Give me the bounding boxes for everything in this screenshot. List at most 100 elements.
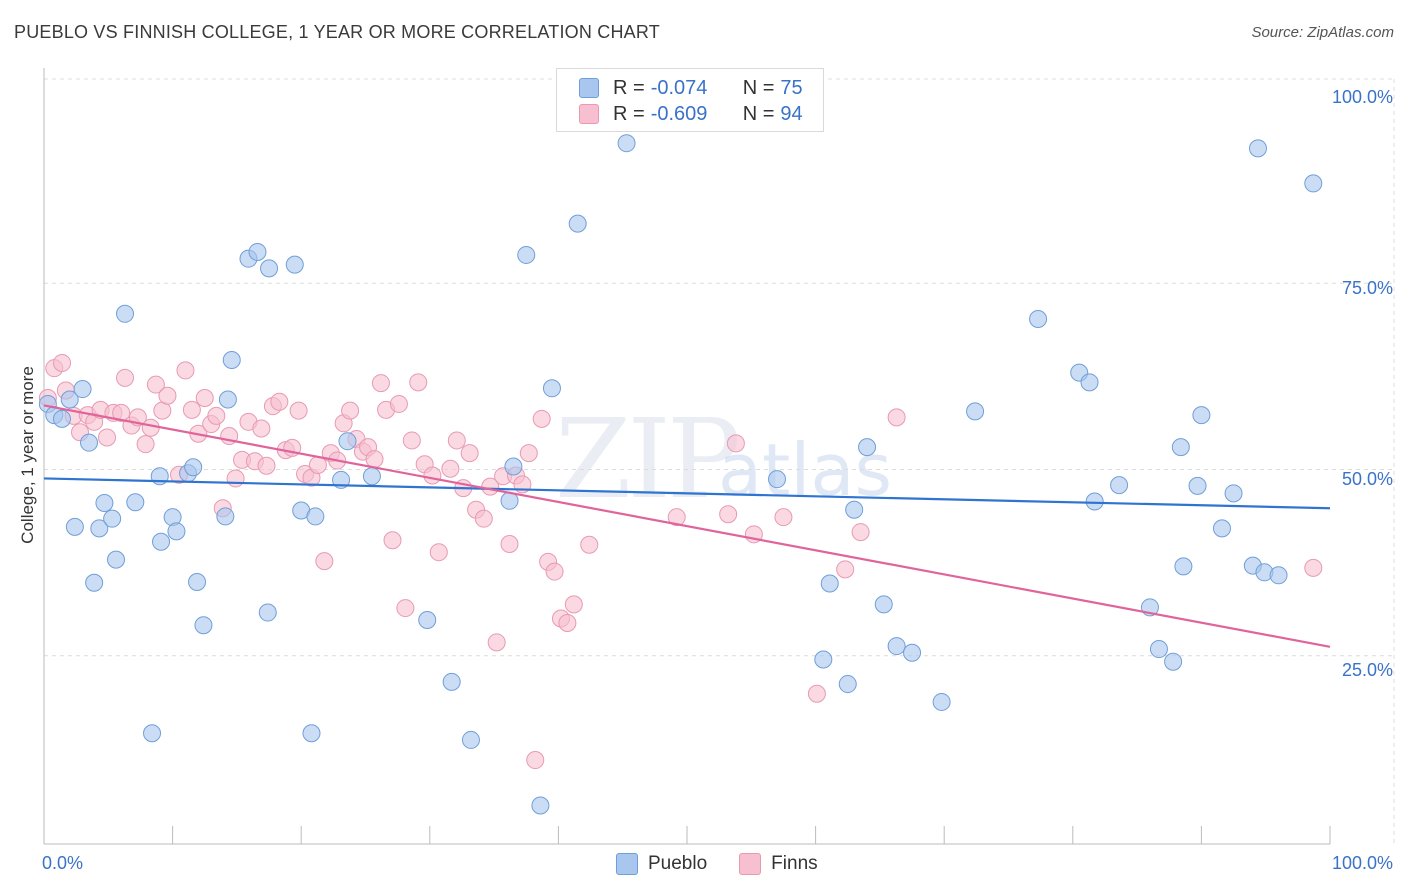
- pueblo-swatch: [579, 78, 599, 98]
- finns-point: [836, 560, 855, 579]
- pueblo-point: [1304, 174, 1323, 193]
- pueblo-point: [542, 379, 561, 398]
- pueblo-point: [80, 433, 99, 452]
- finns-point: [383, 531, 402, 550]
- pueblo-point: [1192, 406, 1211, 425]
- finns-point: [182, 400, 201, 419]
- pueblo-r-value: -0.074: [650, 76, 708, 99]
- series-finns-points: [38, 353, 1323, 770]
- pueblo-point: [617, 134, 636, 153]
- pueblo-point: [461, 730, 480, 749]
- pueblo-point: [90, 519, 109, 538]
- pueblo-point: [820, 574, 839, 593]
- finns-point: [423, 466, 442, 485]
- pueblo-r-label: R =: [613, 76, 645, 99]
- finns-point: [341, 401, 360, 420]
- finns-point: [389, 394, 408, 413]
- pueblo-n-label: N =: [742, 76, 775, 99]
- pueblo-point: [903, 643, 922, 662]
- pueblo-point: [874, 595, 893, 614]
- pueblo-point: [966, 402, 985, 421]
- finns-point: [371, 374, 390, 393]
- pueblo-point: [1248, 139, 1267, 158]
- finns-n-label: N =: [742, 102, 775, 125]
- pueblo-legend-label: Pueblo: [648, 853, 708, 874]
- pueblo-point: [103, 509, 122, 528]
- pueblo-point: [248, 242, 267, 261]
- pueblo-point: [1188, 476, 1207, 495]
- pueblo-point: [1110, 476, 1129, 495]
- pueblo-point: [184, 458, 203, 477]
- finns-point: [1304, 558, 1323, 577]
- finns-point: [315, 552, 334, 571]
- pueblo-point: [1164, 652, 1183, 671]
- pueblo-point: [218, 390, 237, 409]
- finns-point: [851, 523, 870, 542]
- finns-point: [289, 401, 308, 420]
- pueblo-point: [85, 573, 104, 592]
- pueblo-point: [60, 390, 79, 409]
- finns-point: [500, 535, 519, 553]
- finns-point: [176, 361, 195, 380]
- pueblo-point: [517, 245, 536, 264]
- finns-trend-line: [43, 404, 1331, 648]
- legend-item-pueblo: Pueblo: [616, 853, 707, 875]
- finns-point: [270, 392, 289, 411]
- legend-row-pueblo: R = -0.074 N = 75: [579, 74, 803, 102]
- pueblo-point: [1085, 492, 1104, 511]
- finns-swatch: [579, 104, 599, 124]
- legend-row-finns: R = -0.609 N = 94: [579, 100, 803, 128]
- pueblo-point: [143, 724, 162, 743]
- finns-point: [365, 450, 384, 469]
- finns-point: [564, 595, 583, 614]
- pueblo-point: [73, 380, 92, 399]
- finns-point: [146, 375, 165, 394]
- finns-point: [98, 428, 117, 447]
- pueblo-point: [845, 500, 864, 519]
- finns-n-value: 94: [780, 102, 803, 125]
- finns-point: [558, 613, 577, 632]
- chart-title: PUEBLO VS FINNISH COLLEGE, 1 YEAR OR MOR…: [14, 22, 660, 42]
- finns-point: [807, 684, 826, 703]
- pueblo-point: [188, 572, 207, 591]
- finns-point: [580, 535, 599, 554]
- pueblo-point: [1029, 310, 1048, 329]
- pueblo-point: [814, 650, 833, 669]
- finns-point: [402, 431, 421, 450]
- pueblo-point: [1269, 566, 1288, 585]
- pueblo-point: [932, 692, 951, 711]
- finns-point: [207, 406, 226, 425]
- pueblo-point: [258, 603, 277, 622]
- finns-point: [667, 508, 686, 527]
- pueblo-point: [568, 214, 587, 233]
- pueblo-point: [126, 493, 145, 512]
- pueblo-point: [858, 438, 877, 457]
- finns-point: [519, 444, 538, 463]
- finns-point: [887, 408, 906, 427]
- finns-point: [141, 418, 160, 437]
- finns-legend-swatch: [739, 853, 762, 875]
- pueblo-point: [838, 675, 857, 694]
- legend-item-finns: Finns: [739, 853, 818, 875]
- pueblo-point: [1080, 373, 1099, 392]
- pueblo-legend-swatch: [616, 853, 638, 875]
- y-axis-label: College, 1 year or more: [18, 366, 37, 544]
- finns-point: [447, 431, 466, 450]
- pueblo-point: [531, 796, 550, 815]
- pueblo-trend-line: [43, 477, 1331, 510]
- trend-lines: [43, 404, 1331, 648]
- pueblo-point: [285, 255, 304, 274]
- pueblo-point: [504, 457, 523, 476]
- pueblo-point: [442, 672, 461, 691]
- correlation-legend: R = -0.074 N = 75 R = -0.609 N = 94: [556, 68, 824, 132]
- pueblo-point: [302, 724, 321, 743]
- series-pueblo-points: [38, 134, 1323, 815]
- pueblo-n-value: 75: [780, 76, 803, 99]
- finns-point: [53, 353, 72, 372]
- finns-point: [487, 633, 506, 652]
- pueblo-point: [116, 304, 135, 323]
- finns-point: [308, 456, 327, 475]
- finns-point: [719, 505, 738, 524]
- finns-point: [429, 543, 448, 562]
